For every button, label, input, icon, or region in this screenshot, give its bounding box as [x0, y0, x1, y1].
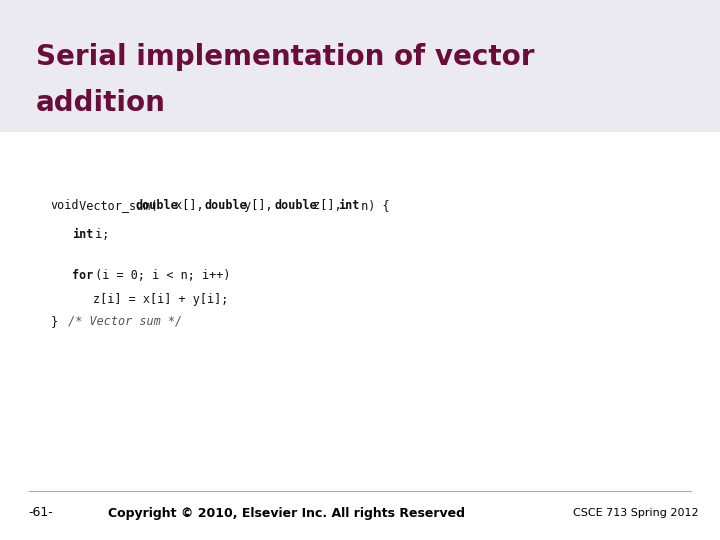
Text: double: double: [135, 199, 179, 212]
Text: int: int: [72, 228, 93, 241]
Text: }: }: [50, 315, 58, 328]
Text: -61-: -61-: [29, 507, 53, 519]
Text: n) {: n) {: [354, 199, 390, 212]
Text: double: double: [205, 199, 248, 212]
Text: for: for: [72, 269, 93, 282]
Text: (i = 0; i < n; i++): (i = 0; i < n; i++): [88, 269, 230, 282]
Text: CSCE 713 Spring 2012: CSCE 713 Spring 2012: [573, 508, 698, 518]
Text: y[],: y[],: [237, 199, 287, 212]
Text: z[i] = x[i] + y[i];: z[i] = x[i] + y[i];: [93, 293, 228, 306]
Text: i;: i;: [88, 228, 109, 241]
Text: double: double: [274, 199, 317, 212]
Text: Copyright © 2010, Elsevier Inc. All rights Reserved: Copyright © 2010, Elsevier Inc. All righ…: [108, 507, 465, 519]
Text: Vector_sum(: Vector_sum(: [72, 199, 157, 212]
Text: int: int: [338, 199, 359, 212]
Text: z[],: z[],: [306, 199, 349, 212]
Text: Serial implementation of vector: Serial implementation of vector: [36, 43, 534, 71]
FancyBboxPatch shape: [0, 0, 720, 132]
Text: void: void: [50, 199, 79, 212]
Text: addition: addition: [36, 89, 166, 117]
Text: /* Vector sum */: /* Vector sum */: [61, 315, 182, 328]
Text: x[],: x[],: [168, 199, 217, 212]
